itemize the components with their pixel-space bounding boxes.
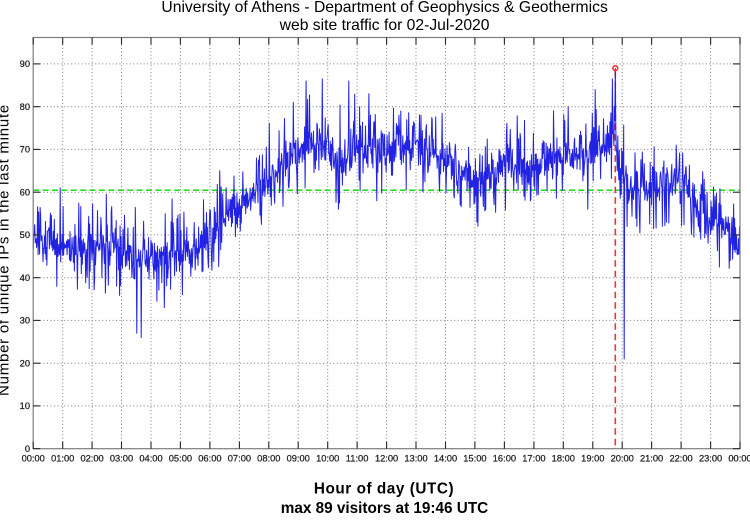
svg-text:19:00: 19:00	[581, 454, 604, 464]
svg-text:10: 10	[20, 401, 30, 411]
svg-text:07:00: 07:00	[228, 454, 251, 464]
svg-text:00:00: 00:00	[22, 454, 45, 464]
svg-text:Hour of day (UTC): Hour of day (UTC)	[314, 481, 454, 498]
svg-text:web site traffic for 02-Jul-20: web site traffic for 02-Jul-2020	[279, 17, 490, 34]
svg-text:40: 40	[20, 273, 30, 283]
svg-text:12:00: 12:00	[375, 454, 398, 464]
svg-text:15:00: 15:00	[463, 454, 486, 464]
svg-text:23:00: 23:00	[699, 454, 722, 464]
svg-text:70: 70	[20, 145, 30, 155]
svg-text:04:00: 04:00	[139, 454, 162, 464]
svg-text:50: 50	[20, 230, 30, 240]
svg-text:30: 30	[20, 316, 30, 326]
svg-text:01:00: 01:00	[51, 454, 74, 464]
svg-text:00:00: 00:00	[728, 454, 750, 464]
svg-text:90: 90	[20, 59, 30, 69]
svg-text:max 89 visitors at 19:46 UTC: max 89 visitors at 19:46 UTC	[281, 500, 488, 515]
svg-text:06:00: 06:00	[198, 454, 221, 464]
svg-text:0: 0	[25, 444, 30, 454]
svg-text:21:00: 21:00	[640, 454, 663, 464]
svg-text:17:00: 17:00	[522, 454, 545, 464]
svg-text:20:00: 20:00	[611, 454, 634, 464]
svg-text:03:00: 03:00	[110, 454, 133, 464]
svg-text:80: 80	[20, 102, 30, 112]
svg-text:18:00: 18:00	[552, 454, 575, 464]
svg-text:22:00: 22:00	[669, 454, 692, 464]
svg-text:Number of unique IPs in the la: Number of unique IPs in the last minute	[0, 104, 13, 396]
svg-text:13:00: 13:00	[404, 454, 427, 464]
svg-text:60: 60	[20, 187, 30, 197]
svg-text:20: 20	[20, 358, 30, 368]
svg-text:10:00: 10:00	[316, 454, 339, 464]
svg-text:09:00: 09:00	[287, 454, 310, 464]
svg-text:05:00: 05:00	[169, 454, 192, 464]
svg-text:11:00: 11:00	[346, 454, 369, 464]
svg-text:14:00: 14:00	[434, 454, 457, 464]
svg-text:16:00: 16:00	[493, 454, 516, 464]
svg-text:University of Athens - Departm: University of Athens - Department of Geo…	[161, 0, 608, 16]
svg-text:02:00: 02:00	[80, 454, 103, 464]
svg-text:08:00: 08:00	[257, 454, 280, 464]
